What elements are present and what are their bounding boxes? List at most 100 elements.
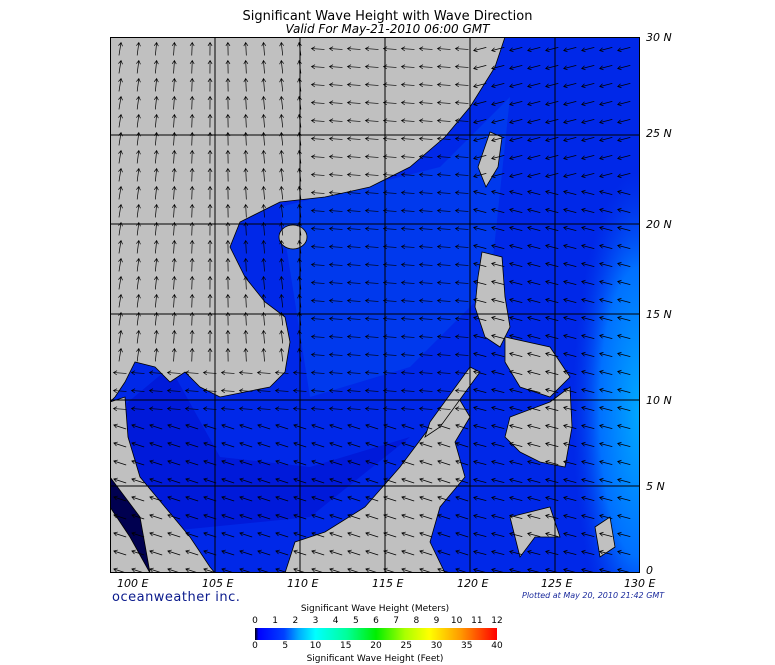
wave-arrow (189, 311, 195, 326)
wave-arrow (491, 549, 505, 555)
wave-height-map (110, 37, 640, 573)
malay-peninsula (110, 396, 216, 573)
wave-arrow (382, 46, 397, 52)
wave-arrow (545, 423, 559, 429)
latitude-label: 0 (646, 564, 653, 577)
wave-arrow (131, 441, 145, 448)
wave-arrow (328, 82, 343, 88)
wave-arrow (400, 280, 415, 286)
wave-arrow (113, 495, 127, 502)
wave-arrow (310, 82, 325, 88)
wave-arrow (491, 101, 505, 107)
wave-arrow (454, 46, 469, 52)
wave-arrow (189, 221, 195, 236)
wave-arrow (527, 333, 541, 339)
wave-arrow (243, 167, 249, 182)
wave-arrow (473, 279, 487, 285)
wave-arrow (239, 513, 253, 520)
wave-arrow (167, 477, 181, 484)
wave-arrow (310, 352, 325, 358)
wave-arrow (261, 203, 267, 218)
wave-arrow (455, 531, 469, 538)
wave-arrow (383, 441, 397, 448)
wave-arrow (225, 347, 231, 362)
wave-arrow (131, 495, 145, 502)
wave-arrow (310, 316, 325, 322)
wave-arrow (382, 334, 397, 340)
wave-arrow (346, 334, 361, 340)
wave-arrow (400, 316, 415, 322)
wave-arrow (563, 315, 577, 321)
halmahera (594, 516, 616, 558)
wave-arrow (473, 173, 487, 179)
wave-arrow (279, 239, 284, 254)
wave-arrow (189, 239, 195, 254)
wave-arrow (261, 41, 267, 56)
wave-arrow (491, 387, 505, 393)
wave-arrow (581, 189, 595, 195)
wave-arrow (437, 477, 451, 484)
wave-arrow (279, 59, 284, 74)
wave-arrow (419, 441, 433, 448)
wave-arrow (491, 297, 505, 303)
wave-arrow (189, 257, 195, 272)
wave-arrow (207, 221, 213, 236)
wave-arrow (617, 119, 631, 125)
wave-arrow (563, 423, 577, 429)
wave-arrow (436, 226, 451, 232)
wave-arrow (346, 172, 361, 178)
wave-arrow (509, 207, 523, 213)
wave-arrow (203, 423, 217, 430)
wave-arrow (563, 101, 577, 107)
wave-arrow (153, 221, 159, 236)
wave-arrow (148, 406, 163, 412)
wave-arrow (473, 189, 487, 195)
wave-arrow (171, 95, 177, 110)
wave-arrow (437, 549, 451, 556)
wave-arrow (599, 83, 613, 89)
latitude-label: 25 N (646, 127, 672, 140)
wave-arrow (617, 83, 631, 89)
wave-arrow (118, 347, 123, 362)
wave-arrow (527, 137, 541, 143)
meter-tick: 3 (312, 616, 319, 626)
wave-arrow (418, 280, 433, 286)
wave-arrow (364, 370, 379, 376)
latitude-label: 5 N (646, 480, 665, 493)
wave-arrow (185, 531, 199, 538)
wave-arrow (509, 333, 523, 339)
wave-arrow (328, 316, 343, 322)
wave-arrow (221, 459, 235, 466)
wave-arrow (599, 173, 613, 179)
wave-arrow (113, 477, 127, 484)
wave-arrow (545, 83, 559, 89)
wave-arrow (346, 46, 361, 52)
wave-arrow (364, 190, 379, 196)
wave-arrow (436, 334, 451, 340)
wave-arrow (545, 119, 559, 125)
wave-arrow (346, 226, 361, 232)
wave-arrow (329, 423, 343, 430)
wave-arrow (203, 531, 217, 538)
wave-arrow (418, 244, 433, 250)
wave-arrow (202, 370, 217, 376)
wave-arrow (225, 41, 231, 56)
hainan-island (278, 224, 308, 250)
wave-arrow (400, 46, 415, 52)
wave-arrow (527, 155, 541, 161)
high-wave-zone (490, 37, 640, 573)
wave-arrow (310, 262, 325, 268)
wave-arrow (261, 311, 267, 326)
wave-arrow (221, 531, 235, 538)
wave-arrow (581, 387, 595, 393)
longitude-label: 125 E (541, 577, 573, 590)
wave-arrow (527, 101, 541, 107)
wave-arrow (261, 275, 267, 290)
wave-arrow (328, 334, 343, 340)
latitude-label: 15 N (646, 308, 672, 321)
wave-arrow (491, 477, 505, 483)
wave-arrow (346, 190, 361, 196)
wave-arrow (509, 261, 523, 267)
wave-arrow (275, 549, 289, 556)
wave-arrow (225, 239, 231, 254)
